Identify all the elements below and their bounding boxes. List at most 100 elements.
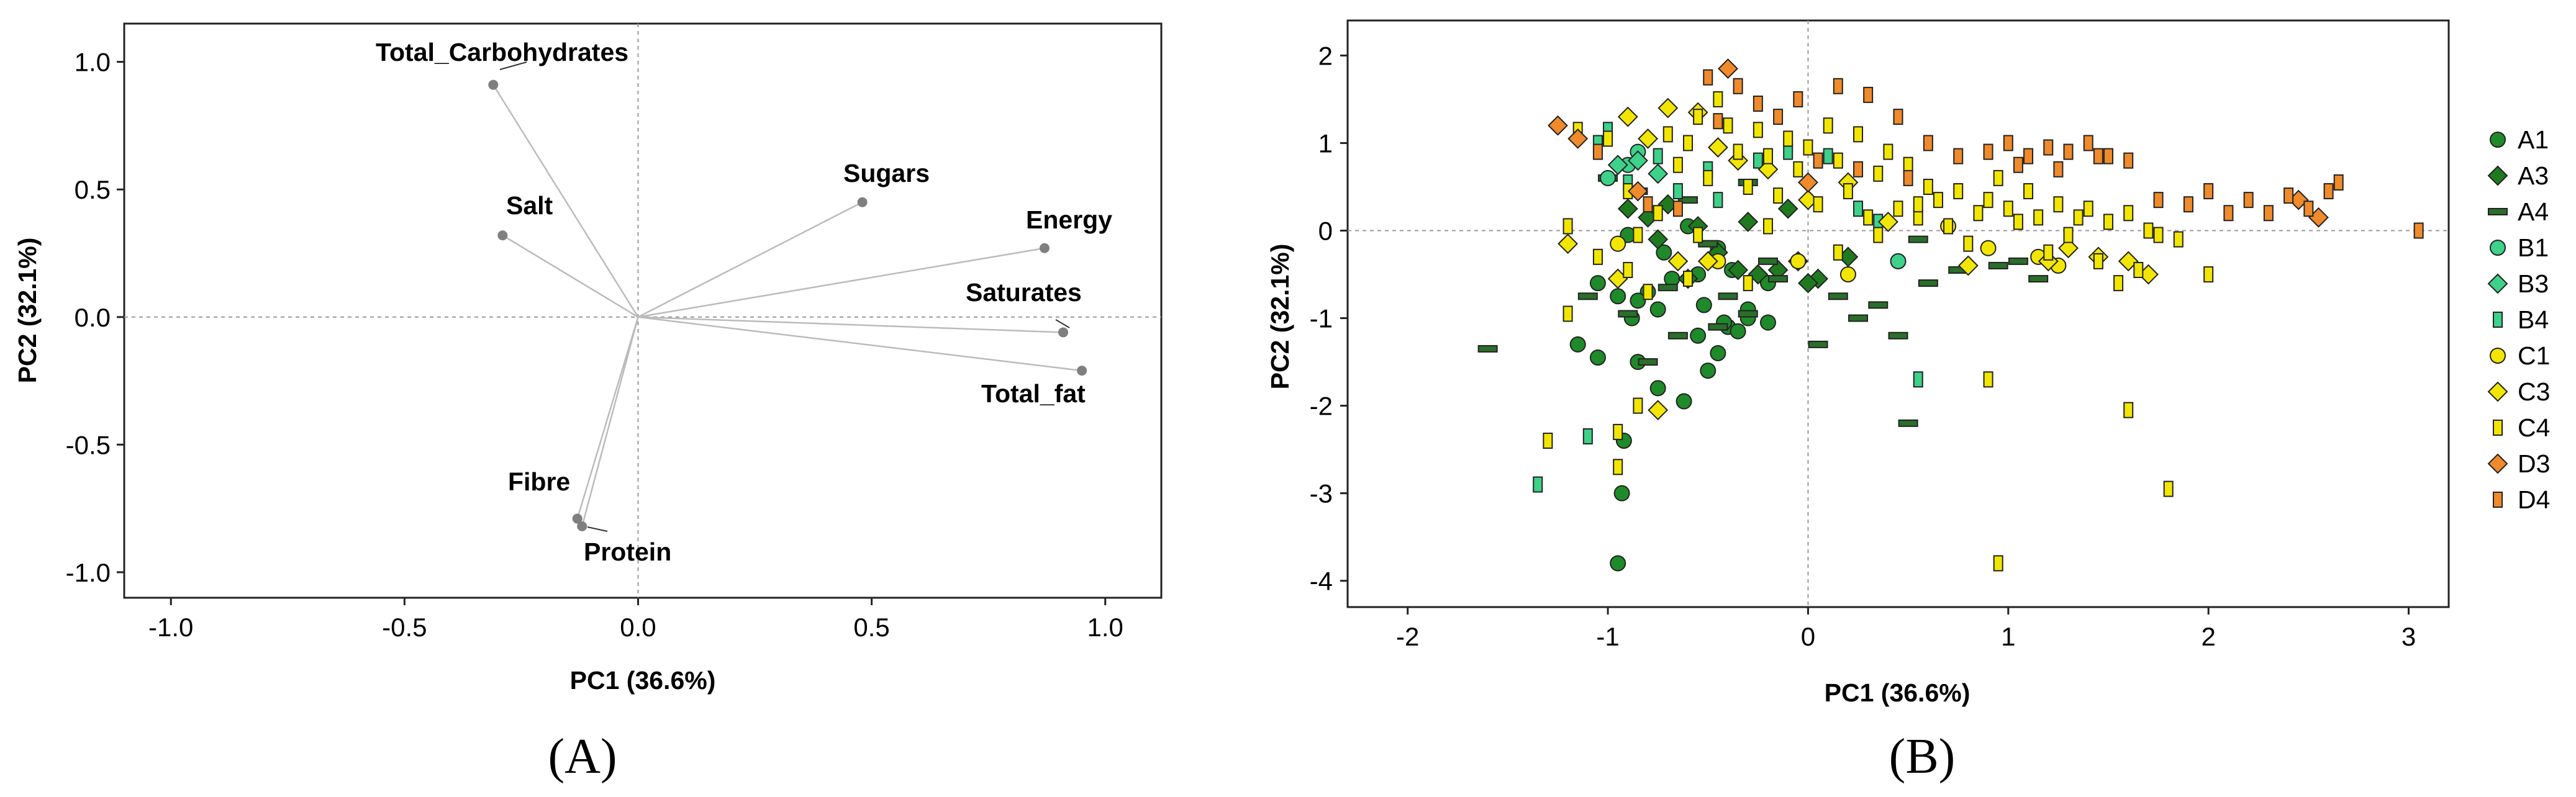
loading-plot-frame [123,22,1163,599]
point-c4 [2043,244,2054,261]
point-d4 [2263,205,2274,222]
y-tick-label: -1 [1310,304,1333,333]
point-d4 [2283,187,2294,204]
y-axis-title-b: PC2 (32.1%) [1266,244,1294,390]
point-c4 [1643,284,1653,300]
legend-label-a3: A3 [2518,161,2549,190]
point-c4 [1983,192,1993,209]
legend-label-a4: A4 [2518,197,2549,226]
leader-protein [587,526,608,532]
label-energy: Energy [1026,205,1112,234]
point-d4 [1793,91,1803,107]
point-c4 [1813,196,1823,213]
point-c4 [2093,253,2103,269]
point-b4 [1853,200,1864,217]
point-a4 [1898,419,1918,427]
point-d3 [1798,172,1818,193]
point-c3 [1617,106,1638,127]
point-c4 [1672,156,1683,173]
y-tick-label: -3 [1310,479,1333,508]
point-a3 [1777,198,1798,219]
point-d4 [2183,196,2193,213]
vector-energy [638,247,1045,318]
x-tick-label: 0 [1801,622,1815,651]
point-c4 [1713,91,1723,107]
point-b4 [1653,148,1663,164]
point-c4 [1783,130,1794,147]
point-c3 [1957,255,1979,276]
x-axis-title-b: PC1 (36.6%) [1825,678,1971,707]
point-c4 [1743,178,1753,195]
point-a4 [1618,310,1638,318]
point-d4 [2223,205,2234,222]
point-d4 [2013,156,2023,173]
legend-marker-a4 [2488,208,2508,215]
legend-label-b1: B1 [2518,233,2549,262]
point-c4 [1893,200,1903,217]
point-a1 [1630,292,1646,309]
point-a4 [2008,257,2028,265]
point-energy [1039,243,1050,253]
point-d4 [1672,200,1683,217]
point-d4 [1853,161,1864,178]
point-d4 [1753,95,1763,112]
legend-marker-a3 [2487,165,2508,186]
point-c4 [2203,266,2214,283]
point-c4 [1662,126,1673,143]
point-c4 [1633,397,1643,414]
point-a4 [1988,261,2008,269]
point-d4 [1703,69,1713,86]
point-d4 [1983,143,1993,160]
legend-label-a1: A1 [2518,125,2549,154]
point-a1 [1569,336,1586,353]
point-d3 [1628,181,1648,202]
y-tick-label: 0.5 [75,175,111,204]
point-a4 [1708,323,1728,331]
point-c4 [1753,122,1763,138]
point-a3 [1748,264,1769,285]
point-a4 [1768,275,1789,283]
point-a4 [1828,292,1848,300]
point-b1 [1890,253,1907,269]
y-tick-label: 1.0 [75,48,111,77]
point-c4 [2113,275,2124,292]
point-c4 [2143,222,2154,239]
point-c4 [2003,200,2013,217]
point-a4 [1658,284,1678,292]
point-d4 [2043,139,2054,156]
point-d4 [2203,183,2214,200]
point-a3 [1648,229,1669,250]
point-c4 [1863,209,1874,226]
y-axis-title-a: PC2 (32.1%) [13,238,42,384]
legend-label-c1: C1 [2518,341,2550,370]
point-c4 [1803,139,1813,156]
point-b3 [1648,163,1669,184]
label-total-fat: Total_fat [981,379,1086,408]
point-a4 [1757,257,1778,265]
point-c4 [1943,218,1954,235]
point-c1 [1839,266,1856,283]
point-a4 [1667,331,1688,340]
point-d4 [1773,109,1784,125]
point-c4 [2013,214,2023,230]
label-total-carbohydrates: Total_Carbohydrates [376,38,628,66]
point-c4 [2163,480,2174,497]
legend-marker-c1 [2490,348,2506,364]
point-c3 [1658,97,1679,119]
point-c4 [1592,248,1603,265]
vector-fibre [576,317,639,519]
point-a1 [1759,314,1776,331]
legend-marker-a1 [2490,132,2506,148]
y-tick-label: 0 [1318,217,1333,246]
point-d4 [2063,143,2074,160]
point-d4 [2413,222,2424,239]
point-c3 [1648,400,1669,421]
point-d4 [2323,183,2334,200]
point-a4 [1868,301,1889,309]
legend-label-b4: B4 [2518,305,2549,334]
point-c3 [1877,211,1898,232]
point-a4 [1908,235,1928,243]
x-tick-label: -1.0 [148,613,193,642]
point-total-carbohydrates [488,79,499,90]
